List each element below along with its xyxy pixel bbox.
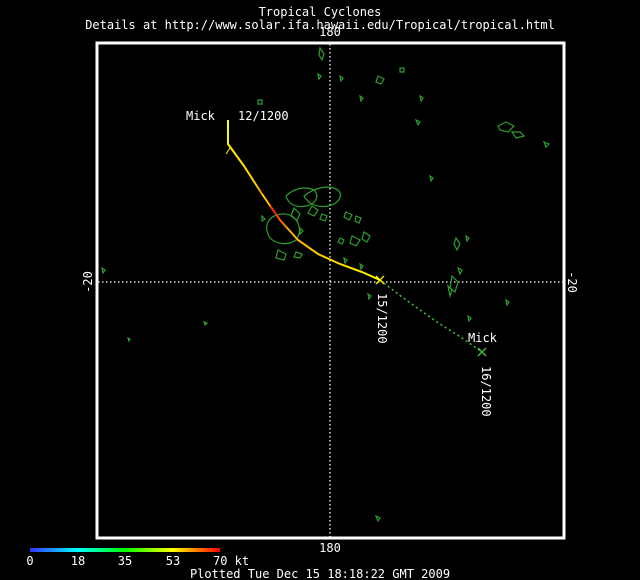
longitude-label-bottom: 180 bbox=[319, 541, 341, 555]
land-outlines bbox=[101, 46, 551, 523]
map-frame bbox=[95, 41, 566, 540]
plotted-timestamp: Plotted Tue Dec 15 18:18:22 GMT 2009 bbox=[190, 567, 450, 580]
storm-name-start: Mick bbox=[186, 109, 216, 123]
legend-tick-53: 53 bbox=[166, 554, 180, 568]
storm-name-forecast: Mick bbox=[468, 331, 498, 345]
storm-forecast-time: 16/1200 bbox=[479, 366, 493, 417]
map-subtitle: Details at http://www.solar.ifa.hawaii.e… bbox=[85, 18, 555, 32]
legend-tick-0: 0 bbox=[26, 554, 33, 568]
latitude-label-right: -20 bbox=[565, 271, 579, 293]
legend-tick-35: 35 bbox=[118, 554, 132, 568]
position-15-1200-marker bbox=[375, 275, 385, 285]
observed-track bbox=[225, 120, 381, 281]
x-marker-icon bbox=[477, 347, 487, 357]
legend-tick-18: 18 bbox=[71, 554, 85, 568]
wind-speed-colorbar bbox=[30, 548, 220, 552]
map-title: Tropical Cyclones bbox=[259, 5, 382, 19]
longitude-label-top: 180 bbox=[319, 25, 341, 39]
latitude-label-left: -20 bbox=[81, 271, 95, 293]
forecast-track bbox=[379, 279, 483, 353]
storm-start-time: 12/1200 bbox=[238, 109, 289, 123]
storm-mid-time: 15/1200 bbox=[375, 293, 389, 344]
legend-tick-70: 70 kt bbox=[213, 554, 249, 568]
